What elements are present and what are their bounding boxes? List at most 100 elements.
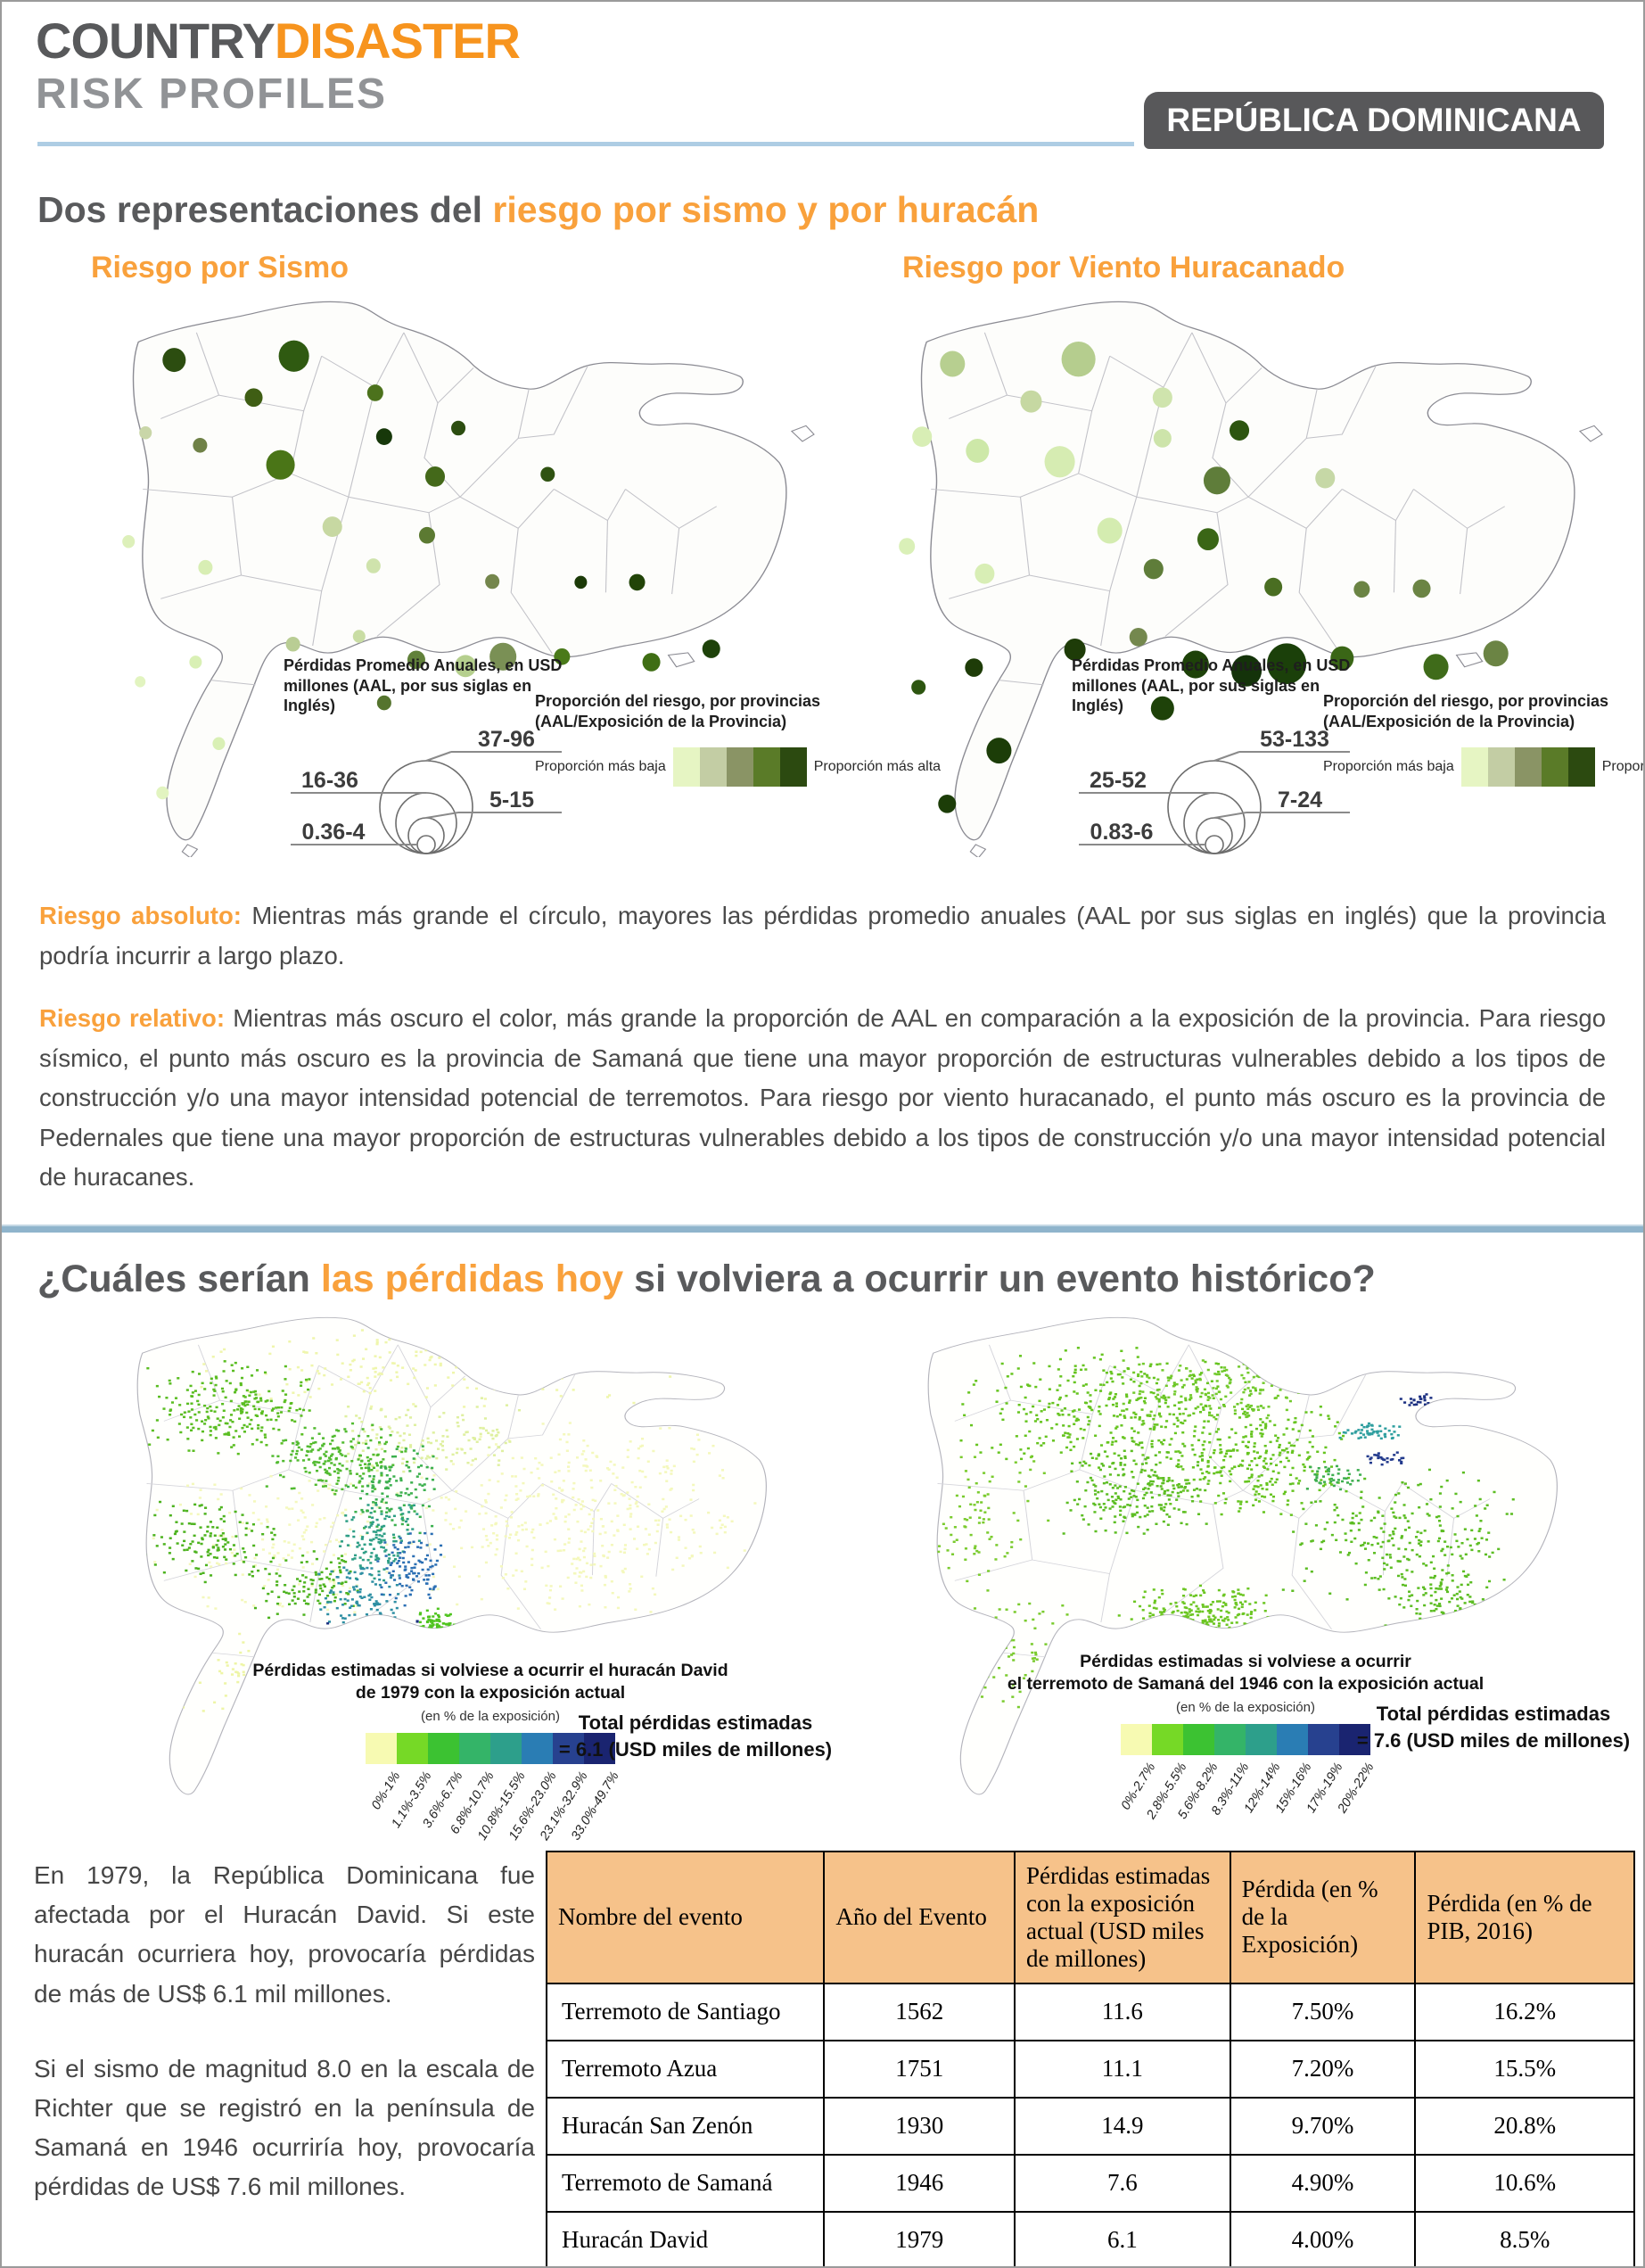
ramp-swatch xyxy=(397,1732,428,1764)
map-subtitle-sismo: Riesgo por Sismo xyxy=(91,251,350,285)
ramp-swatch xyxy=(1308,1723,1339,1755)
ramp-swatch xyxy=(553,1732,584,1764)
ramp-swatch xyxy=(1214,1723,1246,1755)
table-cell: 10.6% xyxy=(1414,2153,1635,2213)
bin-label: 20%-22% xyxy=(1335,1760,1378,1816)
ramp-swatch xyxy=(672,746,700,787)
note-riesgo-relativo: Riesgo relativo: Mientras más oscuro el … xyxy=(39,999,1606,1198)
map-subtitle-huracan: Riesgo por Viento Huracanado xyxy=(902,251,1345,285)
ramp-swatch xyxy=(428,1732,459,1764)
dot-map-panel-samana: Pérdidas estimadas si volviese a ocurrir… xyxy=(844,1310,1630,1845)
bottom-section: En 1979, la República Dominicana fue afe… xyxy=(2,1850,1643,2266)
table-row: Huracán David 1979 6.1 4.00% 8.5% xyxy=(545,2210,1635,2266)
svg-text:16-36: 16-36 xyxy=(301,768,358,793)
note-text: Mientras más grande el círculo, mayores … xyxy=(39,902,1606,969)
svg-text:7-24: 7-24 xyxy=(1278,788,1322,812)
section2-title-post: si volviera a ocurrir un evento históric… xyxy=(623,1257,1376,1300)
table-cell: 1946 xyxy=(823,2153,1016,2213)
table-cell: 16.2% xyxy=(1414,1982,1635,2041)
notes: Riesgo absoluto: Mientras más grande el … xyxy=(39,896,1606,1198)
section-divider xyxy=(2,1224,1643,1233)
table-cell: Terremoto de Samaná xyxy=(545,2153,826,2213)
map-panel-huracan: Riesgo por Viento Huracanado Pérdidas Pr… xyxy=(842,238,1643,873)
loss-dots-david xyxy=(137,1327,757,1717)
section2-title-pre: ¿Cuáles serían xyxy=(37,1257,321,1300)
table-cell: 1562 xyxy=(823,1982,1016,2041)
table-cell: 8.5% xyxy=(1414,2210,1635,2266)
ramp-swatch xyxy=(1152,1723,1183,1755)
section1-title-gray: Dos representaciones del xyxy=(37,189,493,230)
dot-map-panel-david: Pérdidas estimadas si volviese a ocurrir… xyxy=(53,1310,838,1845)
ramp-swatch xyxy=(753,746,780,787)
section2-title-orange: las pérdidas hoy xyxy=(320,1257,624,1300)
logo: COUNTRYDISASTER RISK PROFILES xyxy=(36,16,521,118)
svg-text:5-15: 5-15 xyxy=(489,788,534,812)
table-header: Nombre del evento Año del Evento Pérdidas … xyxy=(545,1850,1635,1984)
note-label: Riesgo relativo: xyxy=(39,1004,225,1033)
proportion-ramp xyxy=(672,746,807,787)
proportion-ramp xyxy=(1460,746,1595,787)
bin-label: 5.6%-8.2% xyxy=(1175,1760,1221,1822)
ramp-swatch xyxy=(1183,1723,1214,1755)
table-header-row: Nombre del evento Año del Evento Pérdidas … xyxy=(545,1850,1635,1984)
bin-label: 15%-16% xyxy=(1272,1760,1315,1816)
logo-subtitle: RISK PROFILES xyxy=(36,70,388,118)
table-header-cell: Año del Evento xyxy=(823,1850,1016,1984)
table-cell: 11.6 xyxy=(1014,1982,1231,2041)
table-cell: 7.50% xyxy=(1229,1982,1417,2041)
bubble-maps-row: Riesgo por Sismo Pérdidas Promedio Anual… xyxy=(2,238,1643,873)
ramp-swatch xyxy=(699,746,727,787)
dot-legend-david: Pérdidas estimadas si volviese a ocurrir… xyxy=(241,1660,740,1843)
table-row: Huracán San Zenón 1930 14.9 9.70% 20.8% xyxy=(545,2096,1635,2156)
ramp-swatch xyxy=(366,1732,397,1764)
table-cell: 4.00% xyxy=(1229,2210,1417,2266)
dot-map-samana xyxy=(927,1316,1558,1795)
table-header-cell: Nombre del evento xyxy=(545,1850,826,1984)
table-cell: 7.6 xyxy=(1014,2153,1231,2213)
risk-bubbles-sismo xyxy=(122,340,720,800)
size-legend-title: Pérdidas Promedio Anuales, en USD millone… xyxy=(284,656,563,714)
ramp-swatch xyxy=(1514,746,1542,787)
legend-subtitle: (en % de la exposición) xyxy=(1176,1699,1315,1715)
bubble-map-huracan xyxy=(899,301,1603,857)
header: COUNTRYDISASTER RISK PROFILES REPÚBLICA … xyxy=(2,2,1643,153)
prop-low-label: Proporción más baja xyxy=(535,758,666,774)
logo-title: COUNTRYDISASTER xyxy=(36,16,521,66)
paragraph-samana: Si el sismo de magnitud 8.0 en la escala… xyxy=(34,2054,535,2201)
total-losses-david: Total pérdidas estimadas = 6.1 (USD miles… xyxy=(558,1711,833,1761)
logo-disaster: DISASTER xyxy=(274,12,521,69)
note-text: Mientras más oscuro el color, más grande… xyxy=(39,1004,1606,1192)
table-cell: 15.5% xyxy=(1414,2039,1635,2099)
prop-high-label: Proporción más alta xyxy=(813,758,942,774)
ramp-swatch xyxy=(1277,1723,1308,1755)
proportion-legend-huracan: Proporción del riesgo, por provincias (AA… xyxy=(1323,691,1643,787)
table-header-cell: Pérdida (en % de PIB, 2016) xyxy=(1414,1850,1635,1984)
bin-label: 1.1%-3.5% xyxy=(389,1769,435,1831)
bin-label: 0%-2.7% xyxy=(1118,1760,1159,1812)
note-label: Riesgo absoluto: xyxy=(39,902,242,929)
svg-text:37-96: 37-96 xyxy=(478,727,535,752)
ramp-swatch xyxy=(726,746,753,787)
table-row: Terremoto Azua 1751 11.1 7.20% 15.5% xyxy=(545,2039,1635,2099)
size-legend-sismo: Pérdidas Promedio Anuales, en USD millone… xyxy=(284,656,578,872)
dot-maps-row: Pérdidas estimadas si volviese a ocurrir… xyxy=(2,1310,1643,1845)
table-cell: 11.1 xyxy=(1014,2039,1231,2099)
total-losses-samana: Total pérdidas estimadas = 7.6 (USD miles… xyxy=(1356,1702,1631,1752)
section1-title-orange: riesgo por sismo y por huracán xyxy=(492,189,1040,230)
ramp-swatch xyxy=(1339,1723,1370,1755)
table-cell: 9.70% xyxy=(1229,2096,1417,2156)
table-cell: 4.90% xyxy=(1229,2153,1417,2213)
note-riesgo-absoluto: Riesgo absoluto: Mientras más grande el … xyxy=(39,896,1606,976)
table-cell: 20.8% xyxy=(1414,2096,1635,2156)
bin-label: 8.3%-11% xyxy=(1209,1760,1253,1818)
dot-legend-samana: Pérdidas estimadas si volviese a ocurrir… xyxy=(996,1651,1495,1832)
logo-country: COUNTRY xyxy=(36,12,276,69)
ramp-swatch xyxy=(522,1732,553,1764)
ramp-swatch xyxy=(1541,746,1568,787)
ramp-swatch xyxy=(584,1732,615,1764)
table-cell: 7.20% xyxy=(1229,2039,1417,2099)
ramp-swatch xyxy=(459,1732,490,1764)
ramp-swatch xyxy=(1246,1723,1277,1755)
table-cell: Terremoto Azua xyxy=(545,2039,826,2099)
bubble-map-sismo xyxy=(122,301,815,857)
